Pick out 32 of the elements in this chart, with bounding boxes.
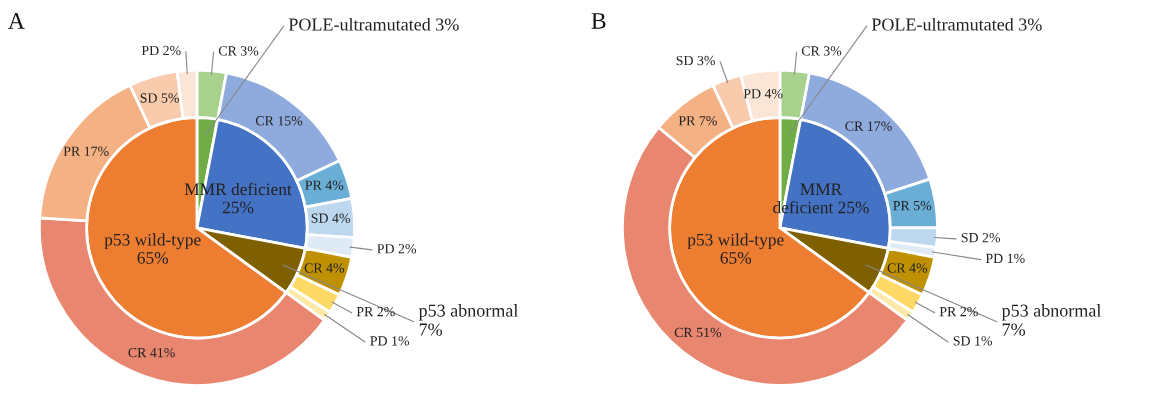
data-label: CR 4%: [304, 263, 345, 273]
data-label: CR 17%: [845, 121, 892, 131]
chart-title: B: [591, 13, 606, 29]
data-label: PR 7%: [678, 116, 717, 126]
data-label: CR 15%: [255, 116, 303, 126]
data-label: PR 5%: [893, 200, 932, 211]
data-label: SD 4%: [311, 213, 351, 223]
data-label: CR 3%: [218, 46, 259, 56]
data-label: SD 3%: [676, 55, 715, 66]
data-label: CR 4%: [887, 263, 928, 273]
data-label: PR 2%: [356, 306, 395, 317]
data-label: p53 wild-type 65%: [104, 233, 201, 264]
data-label: CR 51%: [674, 327, 722, 338]
data-label: PD 2%: [141, 45, 181, 56]
data-label: CR 41%: [128, 347, 175, 358]
data-label: PD 1%: [370, 336, 410, 346]
data-label: p53 abnormal 7%: [1001, 304, 1102, 336]
data-label: p53 abnormal 7%: [418, 304, 519, 336]
data-label: SD 1%: [953, 336, 993, 346]
data-label: POLE-ultramutated 3%: [871, 17, 1042, 31]
data-label: PD 4%: [743, 89, 783, 99]
data-label: PD 2%: [377, 244, 417, 254]
data-label: POLE-ultramutated 3%: [288, 17, 459, 31]
chart-title: A: [8, 13, 25, 29]
data-label: PD 1%: [985, 253, 1025, 264]
data-label: PR 2%: [939, 306, 978, 317]
data-label: SD 5%: [140, 93, 179, 103]
data-label: PR 4%: [305, 180, 344, 190]
data-label: PR 17%: [63, 146, 109, 157]
data-label: CR 3%: [801, 46, 842, 56]
data-label: SD 2%: [961, 232, 1001, 243]
data-label: p53 wild-type 65%: [687, 233, 784, 264]
